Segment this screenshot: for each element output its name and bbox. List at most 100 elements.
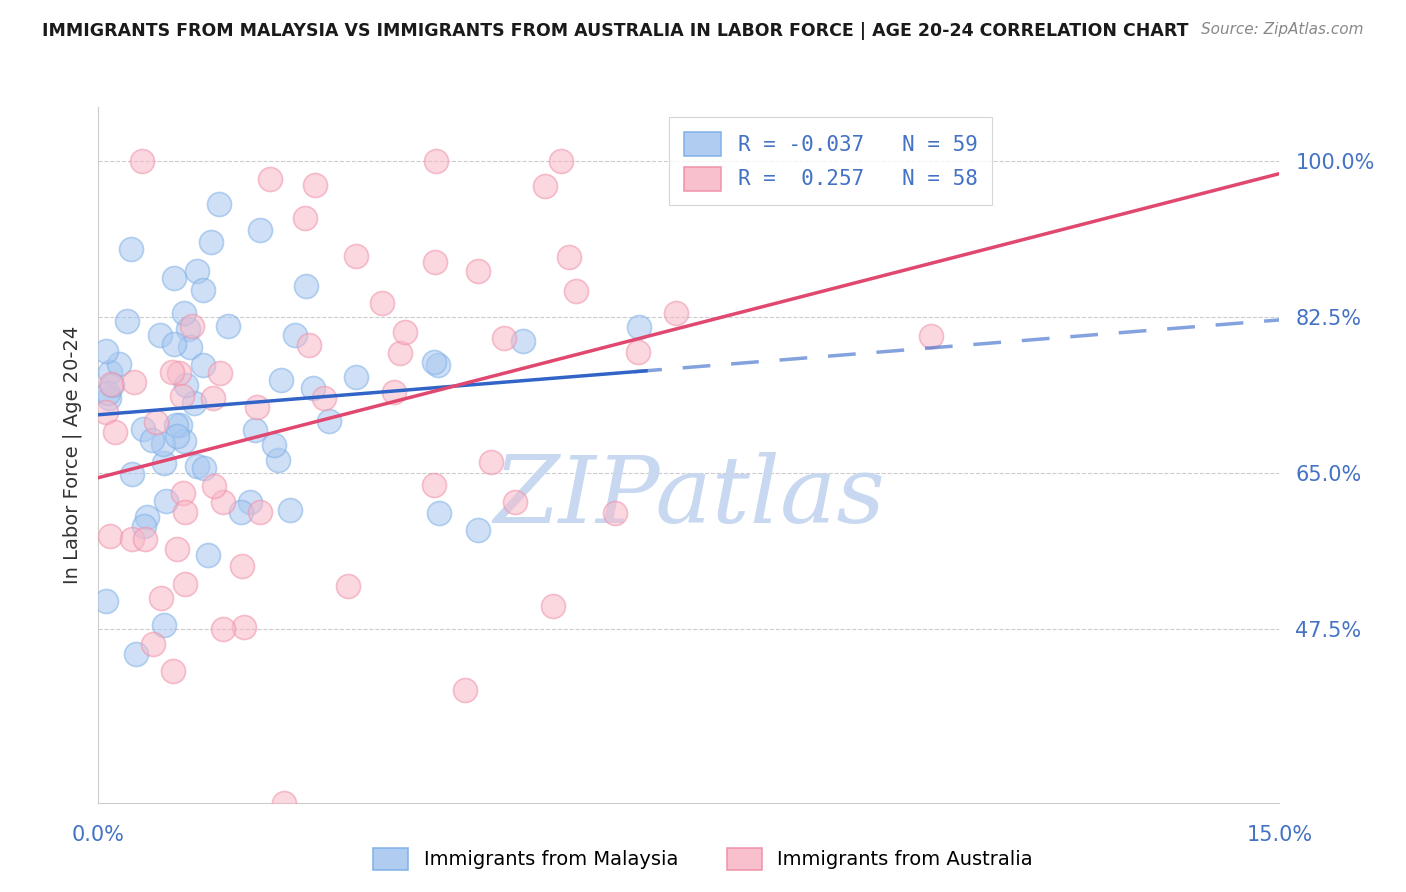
Point [172, 389, 194, 403]
Point [186, 459, 208, 474]
Point [427, 506, 450, 520]
Point [503, 495, 526, 509]
Point [423, 477, 446, 491]
Point [278, 503, 301, 517]
Point [550, 153, 572, 168]
Point [492, 331, 515, 345]
Point [423, 254, 446, 268]
Point [107, 357, 129, 371]
Point [534, 179, 557, 194]
Point [318, 414, 340, 428]
Point [101, 378, 124, 392]
Point [394, 325, 416, 339]
Point [218, 319, 240, 334]
Point [122, 375, 145, 389]
Point [467, 264, 489, 278]
Point [152, 437, 174, 451]
Point [115, 314, 138, 328]
Point [98, 392, 121, 406]
Point [427, 358, 450, 372]
Point [124, 647, 146, 661]
Point [243, 423, 266, 437]
Point [627, 344, 650, 359]
Point [96, 344, 118, 359]
Point [162, 664, 184, 678]
Point [211, 495, 233, 509]
Point [425, 153, 447, 168]
Point [179, 340, 201, 354]
Text: IMMIGRANTS FROM MALAYSIA VS IMMIGRANTS FROM AUSTRALIA IN LABOR FORCE | AGE 20-24: IMMIGRANTS FROM MALAYSIA VS IMMIGRANTS F… [42, 22, 1188, 40]
Point [263, 438, 285, 452]
Point [382, 384, 405, 399]
Point [183, 396, 205, 410]
Point [120, 242, 142, 256]
Point [208, 366, 231, 380]
Point [239, 495, 262, 509]
Point [294, 211, 316, 225]
Point [201, 391, 224, 405]
Point [564, 284, 586, 298]
Point [628, 320, 651, 334]
Point [177, 322, 200, 336]
Point [134, 532, 156, 546]
Point [337, 579, 360, 593]
Point [98, 365, 121, 379]
Point [121, 467, 143, 481]
Point [153, 456, 176, 470]
Point [371, 296, 394, 310]
Point [295, 279, 318, 293]
Point [467, 524, 489, 538]
Point [273, 796, 295, 810]
Point [149, 591, 172, 605]
Point [181, 318, 204, 333]
Point [172, 486, 194, 500]
Point [135, 510, 157, 524]
Point [173, 577, 195, 591]
Point [96, 594, 118, 608]
Point [233, 620, 256, 634]
Point [423, 355, 446, 369]
Point [246, 401, 269, 415]
Legend: R = -0.037   N = 59, R =  0.257   N = 58: R = -0.037 N = 59, R = 0.257 N = 58 [669, 118, 993, 205]
Point [100, 377, 122, 392]
Point [121, 533, 143, 547]
Point [312, 391, 335, 405]
Point [165, 418, 187, 433]
Point [512, 334, 534, 348]
Point [145, 415, 167, 429]
Point [541, 599, 564, 614]
Point [267, 453, 290, 467]
Point [169, 417, 191, 432]
Point [149, 327, 172, 342]
Point [304, 178, 326, 193]
Point [132, 422, 155, 436]
Point [141, 433, 163, 447]
Point [166, 429, 188, 443]
Point [131, 153, 153, 168]
Point [174, 505, 197, 519]
Point [193, 461, 215, 475]
Point [153, 618, 176, 632]
Point [202, 479, 225, 493]
Point [163, 336, 186, 351]
Y-axis label: In Labor Force | Age 20-24: In Labor Force | Age 20-24 [62, 326, 82, 584]
Point [166, 541, 188, 556]
Point [163, 270, 186, 285]
Point [173, 434, 195, 449]
Point [160, 365, 183, 379]
Point [212, 623, 235, 637]
Point [344, 370, 367, 384]
Point [920, 329, 942, 343]
Point [197, 548, 219, 562]
Point [200, 235, 222, 249]
Point [558, 250, 581, 264]
Point [302, 381, 325, 395]
Point [104, 425, 127, 439]
Point [155, 494, 177, 508]
Point [96, 404, 118, 418]
Point [284, 328, 307, 343]
Point [665, 306, 688, 320]
Text: Source: ZipAtlas.com: Source: ZipAtlas.com [1201, 22, 1364, 37]
Point [270, 374, 292, 388]
Point [208, 197, 231, 211]
